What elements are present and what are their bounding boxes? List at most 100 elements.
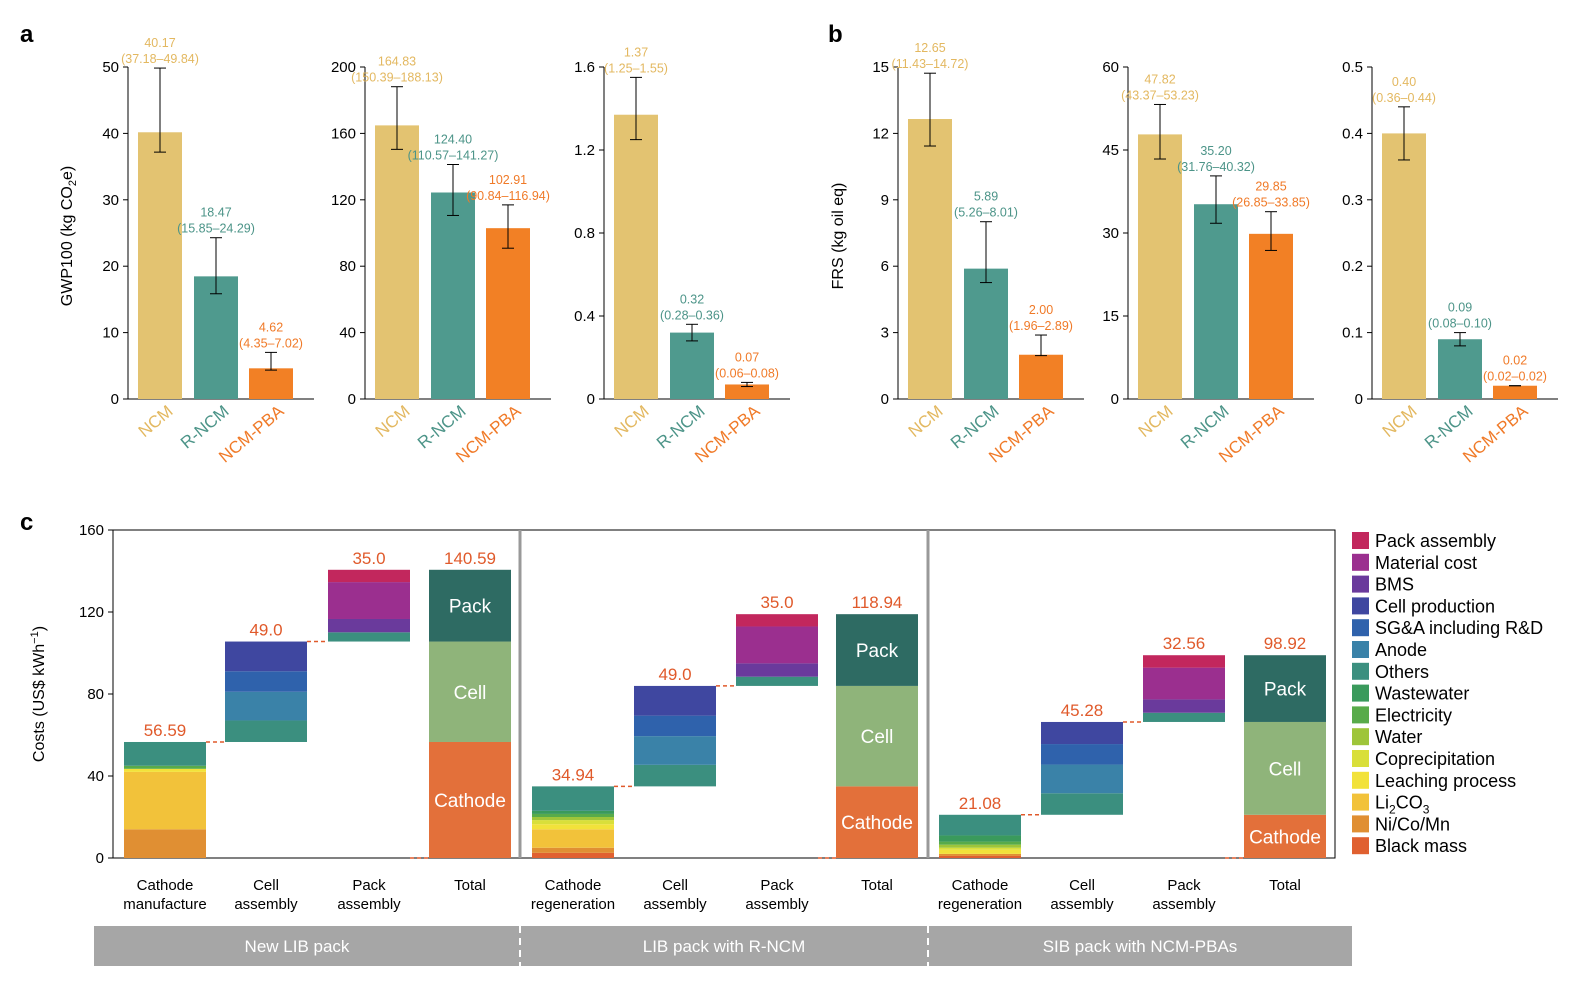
value-label: 0.09 bbox=[1448, 301, 1472, 315]
value-label: 102.91 bbox=[489, 173, 527, 187]
value-label: 124.40 bbox=[434, 132, 472, 146]
segment-bms bbox=[736, 663, 818, 677]
segment-water bbox=[939, 844, 1021, 848]
segment-cathode bbox=[1244, 814, 1326, 858]
value-label: 2.00 bbox=[1029, 303, 1053, 317]
range-label: (0.28–0.36) bbox=[660, 308, 724, 322]
x-category-label: assembly bbox=[643, 896, 707, 913]
step-value-label: 45.28 bbox=[1061, 701, 1104, 720]
x-category-label: Total bbox=[454, 877, 486, 894]
bar-r-ncm bbox=[964, 268, 1008, 399]
legend-swatch bbox=[1352, 553, 1369, 571]
legend-label: Water bbox=[1375, 727, 1422, 747]
waterfall-chart: 0 40 80 120 160 56.59 49.0 35.0 Cathode Cell Pack 1… bbox=[79, 522, 1336, 913]
step-value-label: 56.59 bbox=[144, 721, 187, 740]
bar-chart-3: 0 0.4 0.8 1.2 1.6 1.37 (1.25–1.55) NCM 0.32 (0.28… bbox=[574, 45, 790, 466]
legend-label: Ni/Co/Mn bbox=[1375, 814, 1450, 834]
segment-leaching-process bbox=[939, 849, 1021, 854]
value-label: 164.83 bbox=[378, 55, 416, 69]
segment-material-cost bbox=[1143, 667, 1225, 700]
segment-sg-a-including-r-d bbox=[225, 671, 307, 692]
segment-li2co3 bbox=[124, 771, 206, 830]
x-category-label: assembly bbox=[337, 896, 401, 913]
bar-ncm bbox=[1138, 134, 1182, 399]
bar-r-ncm bbox=[1194, 204, 1238, 399]
legend-label: Li2CO3 bbox=[1375, 793, 1430, 817]
panel-b-ylabel: FRS (kg oil eq) bbox=[830, 183, 847, 290]
bar-chart-1: 0 10 20 30 40 50 40.17 (37.18–49.84) NCM 18.47 (15… bbox=[102, 36, 314, 466]
legend-label: BMS bbox=[1375, 575, 1414, 595]
panel-b-letter: b bbox=[828, 21, 843, 48]
y-tick-label: 10 bbox=[102, 325, 119, 342]
y-tick-label: 0 bbox=[587, 391, 595, 408]
y-tick-label: 0.8 bbox=[574, 225, 595, 242]
waterfall-group-3: 21.08 45.28 32.56 Cathode Cell Pack 98.92 bbox=[939, 634, 1326, 859]
segment-others bbox=[328, 632, 410, 642]
legend-label: Material cost bbox=[1375, 553, 1477, 573]
category-label-ncm: NCM bbox=[372, 402, 414, 441]
legend-swatch bbox=[1352, 706, 1369, 724]
legend-swatch bbox=[1352, 597, 1369, 615]
x-category-label: Pack bbox=[1167, 877, 1201, 894]
y-tick-label: 12 bbox=[872, 125, 889, 142]
legend-swatch bbox=[1352, 641, 1369, 658]
legend-swatch bbox=[1352, 771, 1369, 789]
y-tick-label: 160 bbox=[331, 125, 356, 142]
panel-c-letter: c bbox=[20, 509, 33, 536]
legend-swatch bbox=[1352, 532, 1369, 549]
bar-ncm bbox=[375, 125, 419, 399]
y-tick-label: 30 bbox=[102, 192, 119, 209]
bar-r-ncm bbox=[431, 192, 475, 399]
waterfall-group-1: 56.59 49.0 35.0 Cathode Cell Pack 140.59 bbox=[124, 549, 511, 859]
range-label: (37.18–49.84) bbox=[121, 52, 199, 66]
y-tick-label: 0 bbox=[96, 850, 104, 867]
segment-anode bbox=[225, 691, 307, 721]
step-value-label: 49.0 bbox=[658, 665, 691, 684]
y-tick-label: 1.2 bbox=[574, 142, 595, 159]
segment-pack bbox=[836, 614, 918, 686]
segment-cell bbox=[1244, 721, 1326, 815]
range-label: (0.08–0.10) bbox=[1428, 317, 1492, 331]
bar-r-ncm bbox=[194, 276, 238, 399]
value-label: 0.40 bbox=[1392, 75, 1416, 89]
value-label: 40.17 bbox=[144, 36, 175, 50]
legend-swatch bbox=[1352, 662, 1369, 680]
value-label: 5.89 bbox=[974, 190, 998, 204]
bar-ncm-pba bbox=[1493, 385, 1537, 399]
legend-label: SG&A including R&D bbox=[1375, 618, 1543, 638]
total-inner-label-cathode: Cathode bbox=[434, 791, 506, 812]
bar-ncm-pba bbox=[249, 368, 293, 399]
x-category-label: Total bbox=[1269, 877, 1301, 894]
y-tick-label: 3 bbox=[881, 325, 889, 342]
x-category-label: Pack bbox=[760, 877, 794, 894]
legend-swatch bbox=[1352, 750, 1369, 767]
step-value-label: 32.56 bbox=[1163, 634, 1206, 653]
x-category-label: assembly bbox=[1152, 896, 1216, 913]
total-inner-label-cathode: Cathode bbox=[1249, 827, 1321, 848]
y-tick-label: 0.1 bbox=[1342, 325, 1363, 342]
segment-cell bbox=[836, 685, 918, 787]
x-category-label: Cathode bbox=[952, 877, 1009, 894]
step-value-label: 21.08 bbox=[959, 794, 1002, 813]
legend-label: Anode bbox=[1375, 640, 1427, 660]
category-label-ncm: NCM bbox=[1135, 402, 1177, 441]
x-category-label: Total bbox=[861, 877, 893, 894]
range-label: (0.02–0.02) bbox=[1483, 370, 1547, 384]
legend-swatch bbox=[1352, 728, 1369, 746]
bar-chart-4: 0 3 6 9 12 15 12.65 (11.43–14.72) NCM 5.89 (5.26–8… bbox=[872, 41, 1084, 466]
total-inner-label-cell: Cell bbox=[861, 727, 894, 748]
segment-water bbox=[532, 817, 614, 821]
bar-ncm-pba bbox=[1249, 233, 1293, 399]
segment-black-mass bbox=[939, 855, 1021, 858]
y-tick-label: 0.4 bbox=[574, 308, 595, 325]
segment-ni-co-mn bbox=[532, 847, 614, 853]
bar-chart-5: 0 15 30 45 60 47.82 (43.37–53.23) NCM 35.20 (31.7… bbox=[1102, 59, 1314, 466]
bar-ncm bbox=[1382, 133, 1426, 399]
x-category-label: assembly bbox=[745, 896, 809, 913]
segment-sg-a-including-r-d bbox=[634, 715, 716, 737]
value-label: 47.82 bbox=[1144, 72, 1175, 86]
range-label: (0.36–0.44) bbox=[1372, 91, 1436, 105]
segment-others bbox=[939, 814, 1021, 836]
total-inner-label-cathode: Cathode bbox=[841, 813, 913, 834]
